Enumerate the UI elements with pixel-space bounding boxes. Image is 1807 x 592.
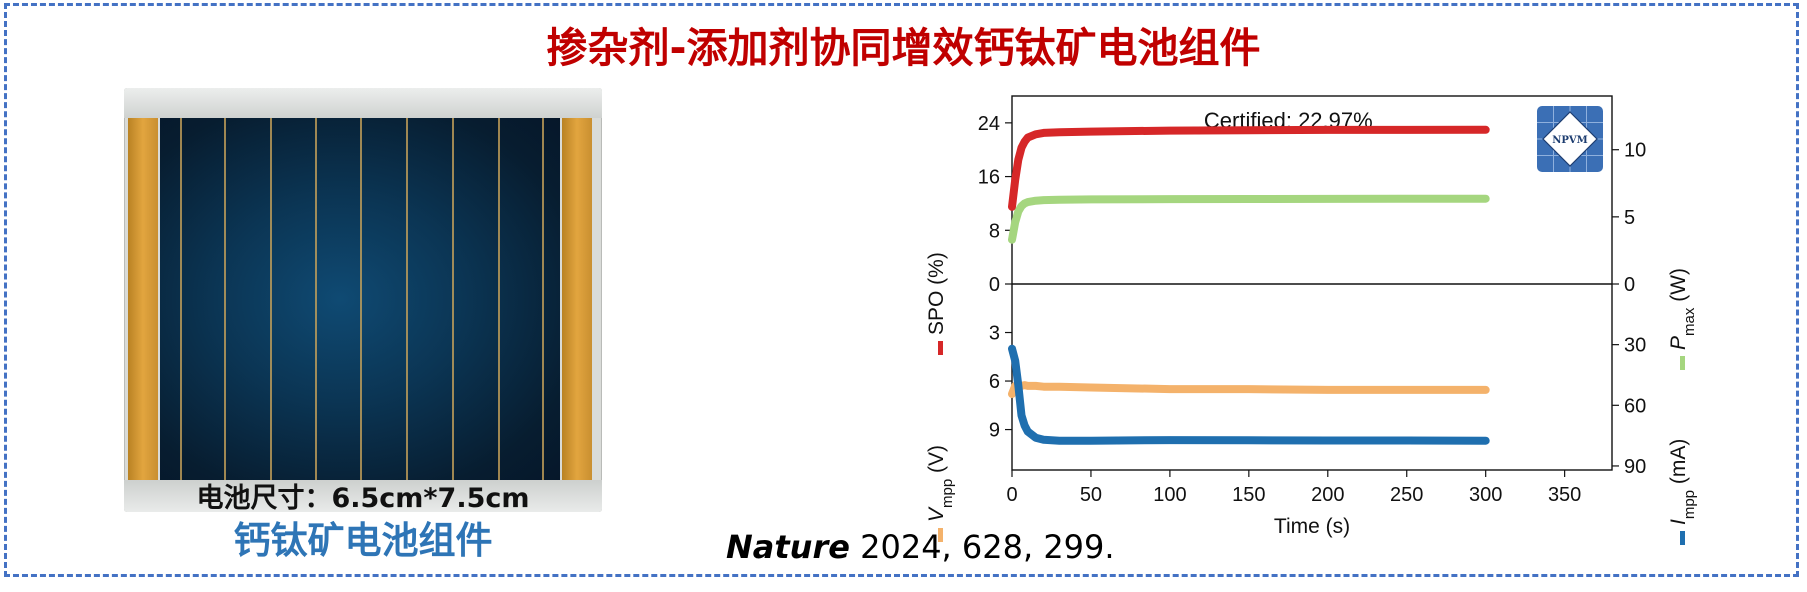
y-tick-label-left: 24 xyxy=(978,113,1000,135)
y-tick-label-right: 30 xyxy=(1624,335,1646,357)
y-tick-label-right: 0 xyxy=(1624,274,1635,296)
y-axis-label-spo-swatch xyxy=(938,341,943,355)
logo-text: NPVM xyxy=(1552,135,1588,146)
scribe-line xyxy=(542,118,544,480)
y-tick-label-left: 3 xyxy=(989,323,1000,345)
logo-diamond xyxy=(1542,111,1598,167)
y-tick-label-right: 60 xyxy=(1624,395,1646,417)
y-axis-label-spo: SPO (%) xyxy=(925,252,948,355)
y-axis-label-pmax-text: Pmax (W) xyxy=(1667,268,1698,350)
x-tick-label: 300 xyxy=(1469,484,1502,506)
module-photo xyxy=(124,88,602,512)
citation: Nature 2024, 628, 299. xyxy=(726,528,1115,566)
series-line-impp xyxy=(1008,344,1490,445)
plot-frame xyxy=(1011,95,1613,471)
photo-caption: 电池尺寸：6.5cm*7.5cm xyxy=(196,483,530,514)
x-tick-label: 150 xyxy=(1232,484,1265,506)
x-tick-label: 100 xyxy=(1153,484,1186,506)
y-axis-label-impp-swatch xyxy=(1680,531,1685,545)
citation-details: 2024, 628, 299. xyxy=(849,528,1115,566)
y-axis-label-vmpp: Vmpp (V) xyxy=(925,445,956,542)
y-tick-label-right: 5 xyxy=(1624,207,1635,229)
perovskite-cell-area xyxy=(160,118,560,480)
scribe-line xyxy=(180,118,182,480)
y-axis-label-impp: Impp (mA) xyxy=(1667,439,1698,545)
scribe-line xyxy=(360,118,362,480)
slide-frame xyxy=(4,3,1799,577)
series-line-vmpp xyxy=(1008,381,1490,398)
x-tick-label: 250 xyxy=(1390,484,1423,506)
glass-edge-bottom xyxy=(124,480,602,512)
x-tick-label: 350 xyxy=(1548,484,1581,506)
scribe-line xyxy=(315,118,317,480)
y-tick-label-left: 16 xyxy=(978,167,1000,189)
scribe-line xyxy=(406,118,408,480)
y-axis-label-impp-text: Impp (mA) xyxy=(1667,439,1698,525)
series-line-pmax xyxy=(1008,194,1490,244)
y-tick-label-left: 8 xyxy=(989,220,1000,242)
y-axis-label-pmax-swatch xyxy=(1680,356,1685,370)
scribe-line xyxy=(452,118,454,480)
y-tick-label-left: 0 xyxy=(989,274,1000,296)
busbar-right xyxy=(562,118,592,480)
x-axis-label: Time (s) xyxy=(1274,515,1350,538)
y-axis-label-vmpp-text: Vmpp (V) xyxy=(925,445,956,522)
y-tick-label-right: 10 xyxy=(1624,140,1646,162)
scribe-line xyxy=(224,118,226,480)
y-axis-label-pmax: Pmax (W) xyxy=(1667,268,1698,370)
scribe-line xyxy=(498,118,500,480)
module-label: 钙钛矿电池组件 xyxy=(233,519,493,562)
citation-journal: Nature xyxy=(726,528,850,566)
y-axis-label-spo-text: SPO (%) xyxy=(925,252,948,335)
slide-title: 掺杂剂-添加剂协同增效钙钛矿电池组件 xyxy=(546,24,1261,72)
glass-edge-top xyxy=(124,88,602,118)
x-tick-label: 0 xyxy=(1006,484,1017,506)
y-axis-label-vmpp-swatch xyxy=(938,528,943,542)
y-tick-label-left: 6 xyxy=(989,371,1000,393)
series-line-spo xyxy=(1008,125,1490,211)
scribe-line xyxy=(270,118,272,480)
y-tick-label-right: 90 xyxy=(1624,456,1646,478)
x-tick-label: 50 xyxy=(1080,484,1102,506)
y-tick-label-left: 9 xyxy=(989,420,1000,442)
x-tick-label: 200 xyxy=(1311,484,1344,506)
busbar-left xyxy=(128,118,158,480)
